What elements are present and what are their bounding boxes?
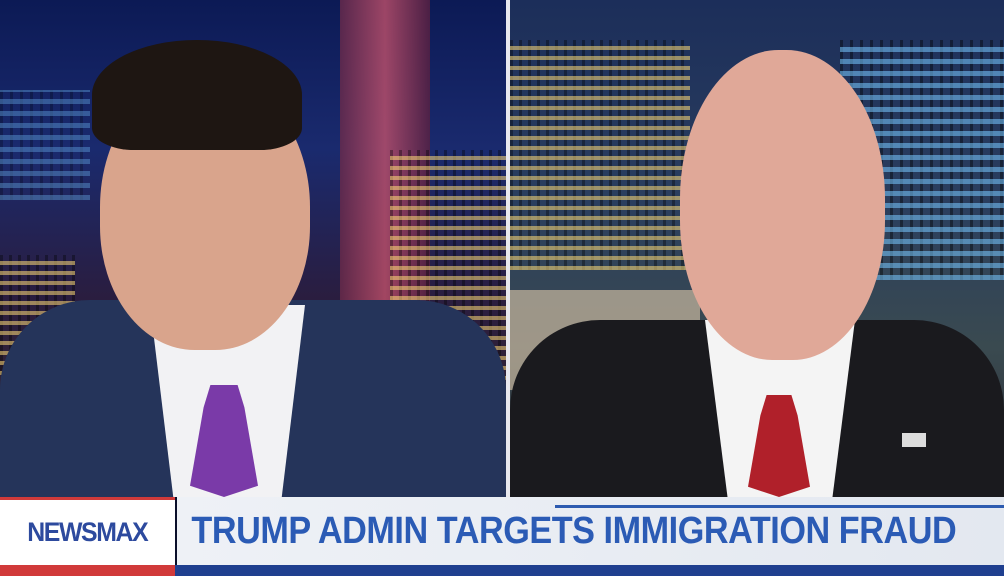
network-logo: NEWSMAX	[27, 517, 148, 547]
bottom-ticker-band	[0, 565, 1004, 576]
bottom-logo-band	[0, 565, 175, 576]
skyline-building	[510, 40, 690, 270]
left-video-pane	[0, 0, 506, 497]
headline-accent-line	[555, 505, 1004, 508]
lower-third-chyron: NEWSMAX TRUMP ADMIN TARGETS IMMIGRATION …	[0, 497, 1004, 565]
headline-box: TRUMP ADMIN TARGETS IMMIGRATION FRAUD	[177, 497, 1004, 565]
network-logo-box: NEWSMAX	[0, 497, 175, 565]
headline-text: TRUMP ADMIN TARGETS IMMIGRATION FRAUD	[191, 509, 957, 552]
pane-divider	[506, 0, 510, 497]
skyline-building	[0, 90, 90, 200]
guest-face	[680, 50, 885, 360]
anchor-hair	[92, 40, 302, 150]
right-video-pane	[510, 0, 1004, 497]
lapel-pin	[902, 433, 926, 447]
